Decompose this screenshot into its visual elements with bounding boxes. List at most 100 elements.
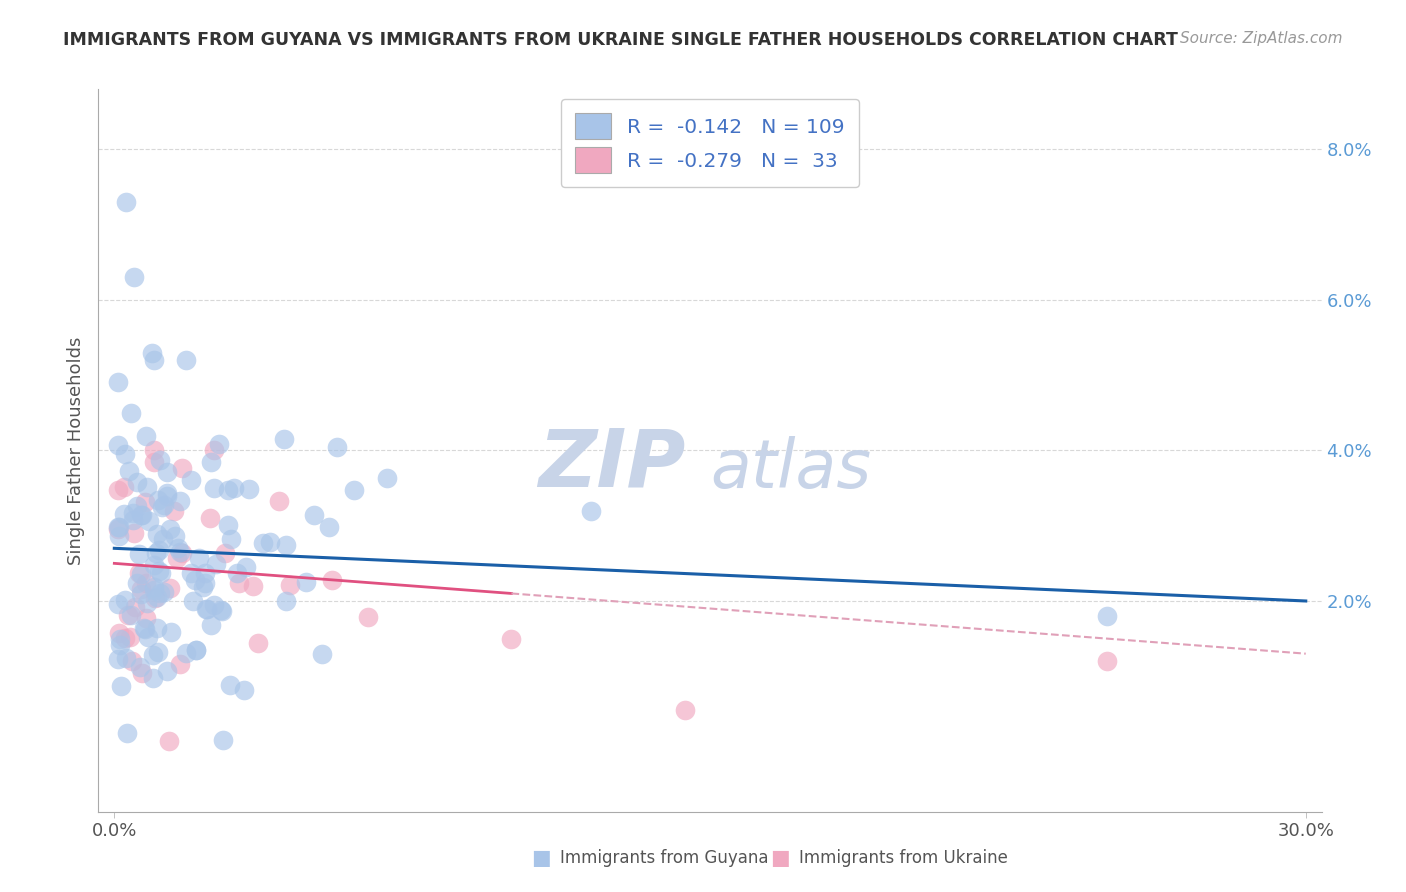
Point bbox=[107, 597, 129, 611]
Point bbox=[134, 494, 156, 508]
Text: Immigrants from Guyana: Immigrants from Guyana bbox=[560, 849, 768, 867]
Point bbox=[129, 508, 152, 522]
Point bbox=[143, 558, 166, 572]
Point bbox=[107, 438, 129, 452]
Point bbox=[294, 575, 316, 590]
Point bbox=[135, 611, 157, 625]
Point bbox=[321, 574, 343, 588]
Point bbox=[153, 498, 176, 512]
Point bbox=[146, 621, 169, 635]
Point bbox=[110, 679, 132, 693]
Point bbox=[318, 520, 340, 534]
Point bbox=[121, 655, 143, 669]
Point bbox=[205, 558, 228, 572]
Point bbox=[156, 485, 179, 500]
Point bbox=[183, 573, 205, 587]
Point bbox=[122, 513, 145, 527]
Point bbox=[108, 632, 131, 647]
Point bbox=[114, 632, 136, 646]
Point bbox=[226, 566, 249, 581]
Point bbox=[150, 500, 173, 514]
Point bbox=[143, 353, 166, 368]
Point bbox=[180, 566, 202, 581]
Point bbox=[129, 586, 152, 600]
Point bbox=[214, 546, 236, 560]
Point bbox=[156, 489, 179, 503]
Point bbox=[252, 536, 274, 550]
Point bbox=[357, 610, 380, 624]
Point bbox=[238, 482, 260, 496]
Point bbox=[169, 657, 191, 671]
Point bbox=[269, 493, 291, 508]
Text: Immigrants from Ukraine: Immigrants from Ukraine bbox=[799, 849, 1008, 867]
Point bbox=[343, 483, 366, 498]
Point bbox=[170, 461, 193, 475]
Text: ■: ■ bbox=[531, 848, 551, 868]
Point bbox=[278, 578, 301, 592]
Point bbox=[127, 475, 149, 489]
Point bbox=[146, 591, 169, 605]
Point bbox=[304, 508, 326, 522]
Point bbox=[136, 630, 159, 644]
Point bbox=[114, 447, 136, 461]
Point bbox=[142, 648, 165, 662]
Point bbox=[194, 566, 217, 580]
Point bbox=[211, 732, 233, 747]
Point bbox=[219, 532, 242, 546]
Y-axis label: Single Father Households: Single Father Households bbox=[66, 336, 84, 565]
Point bbox=[211, 604, 233, 618]
Point bbox=[156, 465, 179, 479]
Point bbox=[174, 353, 197, 368]
Text: ■: ■ bbox=[770, 848, 790, 868]
Point bbox=[122, 526, 145, 541]
Point bbox=[148, 493, 170, 508]
Point bbox=[112, 507, 135, 521]
Point bbox=[120, 631, 142, 645]
Point bbox=[142, 671, 165, 685]
Point bbox=[107, 522, 129, 536]
Point bbox=[159, 581, 181, 595]
Point bbox=[108, 638, 131, 652]
Point bbox=[145, 545, 167, 559]
Point bbox=[149, 585, 172, 599]
Point bbox=[115, 195, 138, 210]
Point bbox=[200, 618, 222, 632]
Point bbox=[274, 538, 297, 552]
Point bbox=[242, 579, 264, 593]
Point bbox=[129, 582, 152, 597]
Point bbox=[115, 725, 138, 739]
Point bbox=[141, 346, 163, 360]
Point bbox=[131, 508, 153, 522]
Point bbox=[209, 603, 232, 617]
Point bbox=[114, 480, 136, 494]
Point bbox=[202, 443, 225, 458]
Point bbox=[134, 621, 156, 635]
Point bbox=[125, 575, 148, 590]
Text: IMMIGRANTS FROM GUYANA VS IMMIGRANTS FROM UKRAINE SINGLE FATHER HOUSEHOLDS CORRE: IMMIGRANTS FROM GUYANA VS IMMIGRANTS FRO… bbox=[63, 31, 1178, 49]
Point bbox=[165, 528, 187, 542]
Point bbox=[135, 576, 157, 591]
Point bbox=[114, 593, 136, 607]
Point bbox=[174, 646, 197, 660]
Point bbox=[136, 596, 159, 610]
Point bbox=[228, 575, 250, 590]
Point bbox=[114, 651, 136, 665]
Point bbox=[128, 566, 150, 580]
Point bbox=[121, 607, 143, 622]
Point bbox=[117, 608, 139, 623]
Point bbox=[148, 564, 170, 578]
Point bbox=[273, 432, 295, 446]
Point bbox=[217, 483, 239, 497]
Point bbox=[156, 665, 179, 679]
Text: atlas: atlas bbox=[710, 435, 872, 501]
Point bbox=[107, 520, 129, 534]
Point bbox=[169, 494, 191, 508]
Point bbox=[180, 473, 202, 487]
Point bbox=[191, 580, 214, 594]
Point bbox=[107, 375, 129, 389]
Point bbox=[183, 594, 205, 608]
Legend: R =  -0.142   N = 109, R =  -0.279   N =  33: R = -0.142 N = 109, R = -0.279 N = 33 bbox=[561, 99, 859, 187]
Point bbox=[148, 542, 170, 557]
Point bbox=[235, 560, 257, 574]
Text: ZIP: ZIP bbox=[538, 425, 686, 504]
